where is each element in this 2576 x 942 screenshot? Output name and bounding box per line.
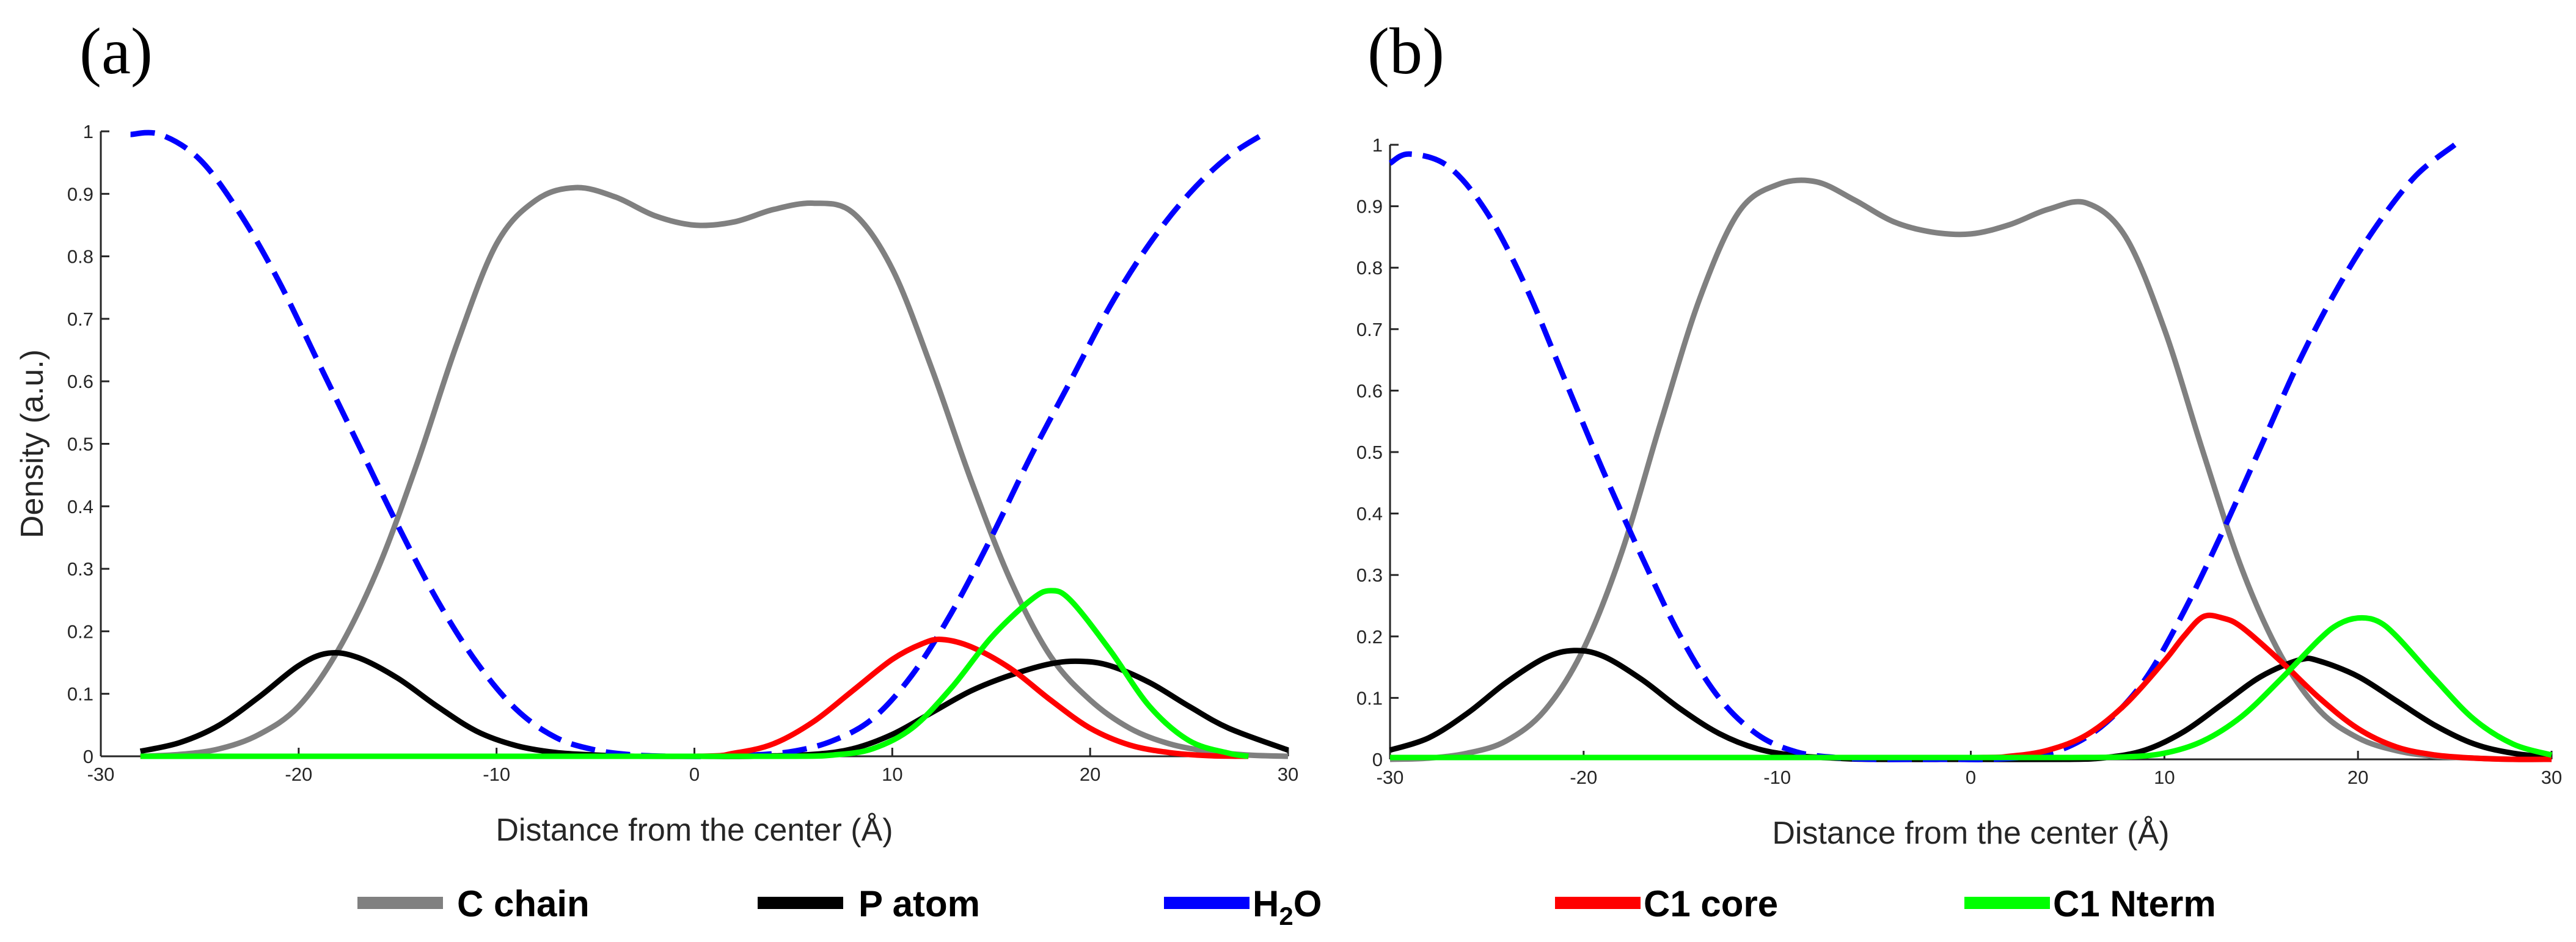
x-tick-label: -20 <box>1570 767 1597 788</box>
y-tick-label: 0.6 <box>1356 380 1383 401</box>
legend: C chain P atom H2O C1 core C1 Nterm <box>357 883 2216 930</box>
series-line-c-chain-a <box>140 184 1289 759</box>
y-tick-label: 0.2 <box>67 621 93 642</box>
legend-label-h2o: H2O <box>1253 883 1322 930</box>
series-line-c1-nterm-a <box>140 588 1249 759</box>
y-tick-label: 0.3 <box>67 558 93 580</box>
x-tick-label: -10 <box>483 764 510 785</box>
x-tick-label: -30 <box>87 764 115 785</box>
legend-label-c1-nterm: C1 Nterm <box>2053 883 2216 924</box>
y-tick-label: 0.7 <box>67 309 93 330</box>
y-tick-label: 0.5 <box>67 434 93 455</box>
y-tick-label: 0.3 <box>1356 564 1383 586</box>
y-tick-label: 0.1 <box>1356 687 1383 709</box>
x-tick-label: -30 <box>1377 767 1404 788</box>
legend-label-c1-core: C1 core <box>1644 883 1778 924</box>
y-tick-label: 0.7 <box>1356 319 1383 340</box>
y-tick-label: 0.2 <box>1356 626 1383 648</box>
y-tick-label: 0.4 <box>1356 503 1383 525</box>
y-tick-label: 0.6 <box>67 371 93 392</box>
x-tick-label: -10 <box>1763 767 1791 788</box>
y-tick-label: 0 <box>1372 749 1383 770</box>
x-tick-label: 10 <box>2154 767 2175 788</box>
y-tick-label: 0.9 <box>67 183 93 205</box>
y-tick-label: 0.5 <box>1356 442 1383 463</box>
chart-panel-b: -30 -20 -10 0 10 20 30 0 0.1 0.2 0.3 0.4 0.5 0.6 0.7 0.… <box>1356 134 2562 851</box>
y-tick-label: 0 <box>83 746 93 767</box>
x-tick-label: 0 <box>689 764 700 785</box>
legend-label-c-chain: C chain <box>457 883 590 924</box>
x-tick-label: 30 <box>1278 764 1298 785</box>
series-line-h2o-b <box>1388 142 2457 762</box>
x-tick-label: 20 <box>1080 764 1100 785</box>
y-tick-label: 0.9 <box>1356 196 1383 217</box>
series-line-c-chain-b <box>1389 177 2552 762</box>
x-axis-title: Distance from the center (Å) <box>496 812 893 848</box>
y-tick-label: 0.8 <box>67 246 93 268</box>
y-tick-label: 0.8 <box>1356 257 1383 279</box>
y-tick-label: 0.1 <box>67 684 93 705</box>
x-tick-label: 20 <box>2347 767 2368 788</box>
legend-label-p-atom: P atom <box>858 883 980 924</box>
x-tick-label: 10 <box>882 764 902 785</box>
series-line-c1-nterm-b <box>1390 615 2553 761</box>
x-axis-title: Distance from the center (Å) <box>1772 816 2169 851</box>
legend-label-h2o-subscript: 2 <box>1279 902 1293 930</box>
x-tick-label: 30 <box>2541 767 2562 788</box>
y-tick-label: 1 <box>1372 134 1383 156</box>
panel-label-b: (b) <box>1367 15 1444 88</box>
y-axis-title: Density (a.u.) <box>15 349 50 538</box>
chart-panel-a: -30 -20 -10 0 10 20 30 0 0.1 0.2 0.3 0.4 0.5 0.6 0.7 0.… <box>15 121 1298 848</box>
x-tick-label: 0 <box>1966 767 1976 788</box>
y-tick-label: 0.4 <box>67 496 93 517</box>
y-tick-label: 1 <box>83 121 93 142</box>
panel-label-a: (a) <box>79 15 153 88</box>
x-tick-label: -20 <box>285 764 312 785</box>
